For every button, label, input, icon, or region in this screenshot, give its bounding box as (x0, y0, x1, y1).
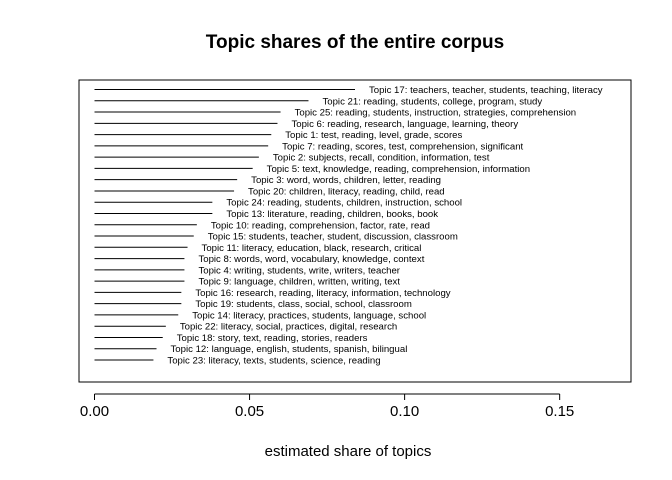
topic-label: Topic 2: subjects, recall, condition, in… (273, 153, 490, 164)
topic-label: Topic 20: children, literacy, reading, c… (248, 186, 445, 197)
topic-label: Topic 1: test, reading, level, grade, sc… (285, 130, 462, 141)
topic-label: Topic 23: literacy, texts, students, sci… (167, 356, 380, 367)
plot-frame (78, 79, 632, 383)
topic-label: Topic 16: research, reading, literacy, i… (195, 288, 450, 299)
topic-label: Topic 7: reading, scores, test, comprehe… (282, 141, 523, 152)
topic-label: Topic 6: reading, research, language, le… (291, 119, 518, 130)
topic-label: Topic 21: reading, students, college, pr… (322, 96, 542, 107)
topic-label: Topic 5: text, knowledge, reading, compr… (267, 164, 530, 175)
topic-label: Topic 19: students, class, social, schoo… (195, 299, 412, 310)
topic-label: Topic 25: reading, students, instruction… (295, 108, 577, 119)
chart-title: Topic shares of the entire corpus (206, 32, 504, 53)
topic-label: Topic 9: language, children, written, wr… (198, 277, 400, 288)
topic-label: Topic 17: teachers, teacher, students, t… (369, 85, 603, 96)
topic-label: Topic 24: reading, students, children, i… (226, 198, 462, 209)
x-tick-label: 0.15 (545, 403, 574, 420)
topic-label: Topic 4: writing, students, write, write… (198, 265, 400, 276)
topic-label: Topic 10: reading, comprehension, factor… (211, 220, 430, 231)
topic-label: Topic 18: story, text, reading, stories,… (177, 333, 368, 344)
topic-label: Topic 12: language, english, students, s… (171, 344, 408, 355)
topic-label: Topic 3: word, words, children, letter, … (251, 175, 441, 186)
topic-label: Topic 13: literature, reading, children,… (226, 209, 438, 220)
topic-label: Topic 15: students, teacher, student, di… (208, 232, 458, 243)
x-tick-label: 0.10 (390, 403, 419, 420)
topic-label: Topic 22: literacy, social, practices, d… (180, 322, 397, 333)
x-axis-label: estimated share of topics (265, 443, 432, 460)
x-tick-label: 0.00 (80, 403, 109, 420)
x-tick-label: 0.05 (235, 403, 264, 420)
topic-label: Topic 14: literacy, practices, students,… (192, 310, 426, 321)
topic-label: Topic 11: literacy, education, black, re… (202, 243, 422, 254)
bar-series: Topic 17: teachers, teacher, students, t… (94, 85, 603, 367)
x-axis: 0.00 0.05 0.10 0.15 (80, 393, 574, 420)
topic-label: Topic 8: words, word, vocabulary, knowle… (198, 254, 424, 265)
